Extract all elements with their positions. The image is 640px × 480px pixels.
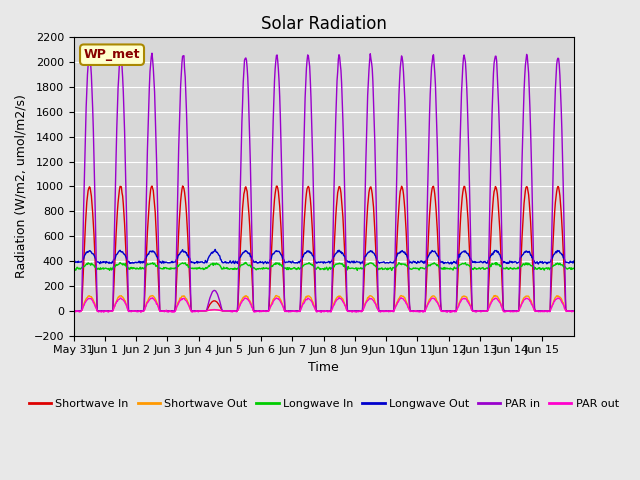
Title: Solar Radiation: Solar Radiation [260, 15, 387, 33]
Y-axis label: Radiation (W/m2, umol/m2/s): Radiation (W/m2, umol/m2/s) [15, 95, 28, 278]
Legend: Shortwave In, Shortwave Out, Longwave In, Longwave Out, PAR in, PAR out: Shortwave In, Shortwave Out, Longwave In… [24, 395, 623, 414]
Text: WP_met: WP_met [84, 48, 140, 61]
X-axis label: Time: Time [308, 361, 339, 374]
